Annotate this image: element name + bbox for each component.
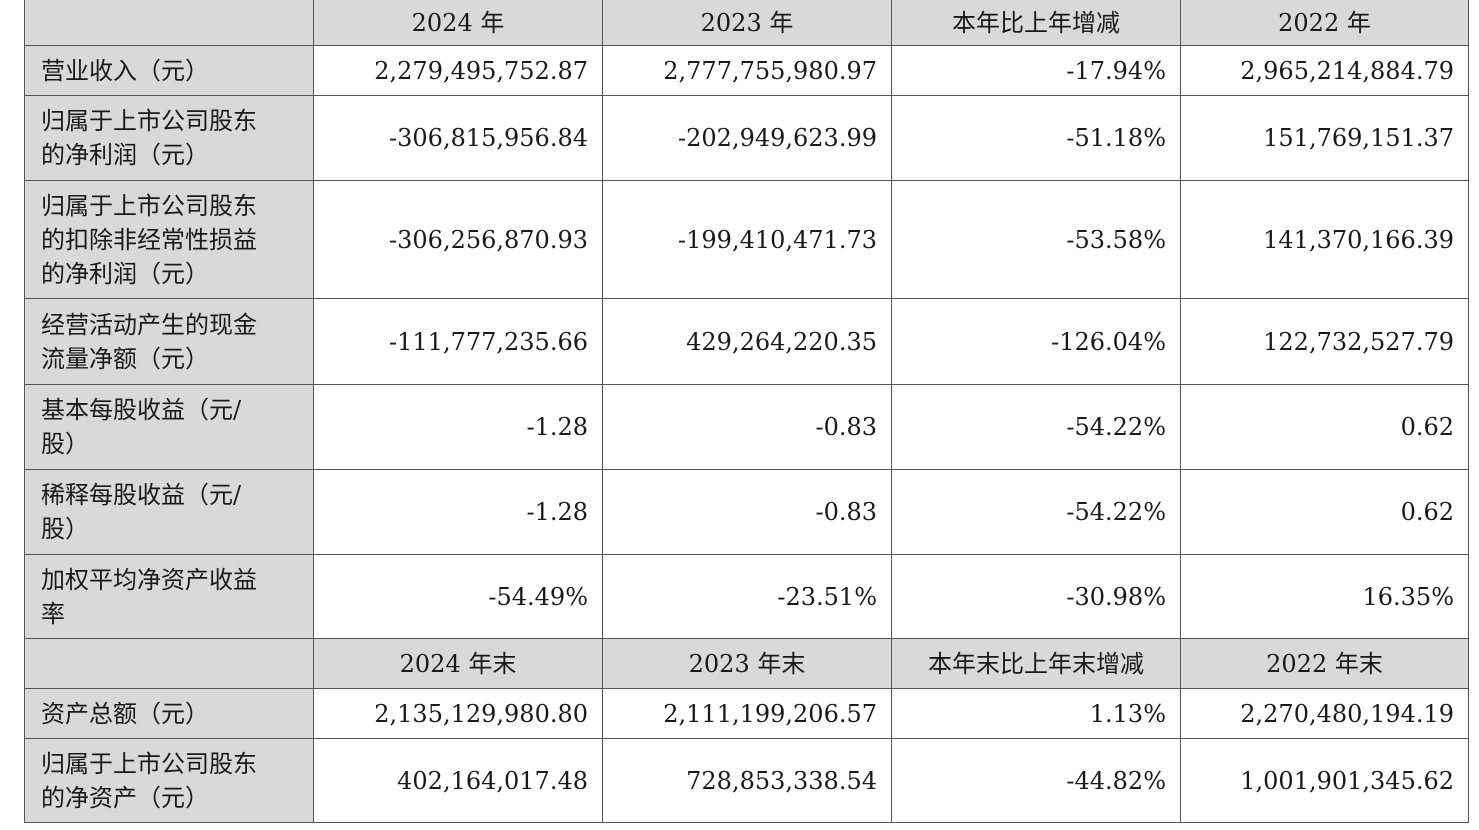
label-line: 归属于上市公司股东 [41, 191, 257, 220]
value-cell: -1.28 [313, 384, 603, 470]
label-line: 的扣除非经常性损益 [41, 225, 257, 254]
label-line: 的净利润（元） [41, 259, 209, 288]
label-line: 率 [41, 599, 65, 628]
label-line: 股） [41, 515, 89, 543]
value-cell: -1.28 [313, 469, 603, 555]
value-cell: -53.58% [891, 180, 1181, 299]
value-cell: 429,264,220.35 [602, 298, 892, 385]
value-cell: -306,815,956.84 [313, 95, 603, 181]
value-cell: 1.13% [891, 688, 1181, 739]
row-label: 稀释每股收益（元/股） [24, 469, 314, 555]
value-cell: -54.22% [891, 384, 1181, 470]
column-header: 本年比上年增减 [891, 0, 1181, 46]
value-cell: -0.83 [602, 384, 892, 470]
row-label: 营业收入（元） [24, 45, 314, 96]
column-header: 2023 年 [602, 0, 892, 46]
data-row: 资产总额（元） 2,135,129,980.80 2,111,199,206.57 1… [24, 688, 1469, 739]
value-cell: 2,111,199,206.57 [602, 688, 892, 739]
row-label: 资产总额（元） [24, 688, 314, 739]
value-cell: 16.35% [1180, 554, 1469, 639]
label-line: 营业收入（元） [41, 56, 209, 85]
value-cell: -306,256,870.93 [313, 180, 603, 299]
value-cell: 151,769,151.37 [1180, 95, 1469, 181]
column-header: 2022 年末 [1180, 638, 1469, 689]
data-row: 加权平均净资产收益率 -54.49% -23.51% -30.98% 16.35% [24, 554, 1469, 639]
table-body: 2024 年 2023 年本年比上年增减 2022 年营业收入（元） 2,279,49… [24, 0, 1469, 823]
column-header: 2024 年 [313, 0, 603, 46]
label-line: 经营活动产生的现金 [41, 310, 257, 339]
value-cell: -30.98% [891, 554, 1181, 639]
data-row: 营业收入（元） 2,279,495,752.87 2,777,755,980.97-… [24, 45, 1469, 96]
row-label: 归属于上市公司股东 的净利润（元） [24, 95, 314, 181]
value-cell: 2,279,495,752.87 [313, 45, 603, 96]
label-line: 的净资产（元） [41, 783, 209, 812]
value-cell: 2,135,129,980.80 [313, 688, 603, 739]
column-header: 2023 年末 [602, 638, 892, 689]
label-line: 归属于上市公司股东 [41, 749, 257, 778]
row-label [24, 0, 314, 46]
label-line: 的净利润（元） [41, 141, 209, 169]
row-label: 加权平均净资产收益率 [24, 554, 314, 639]
value-cell: 122,732,527.79 [1180, 298, 1469, 385]
row-label [24, 638, 314, 689]
label-line: 加权平均净资产收益 [41, 565, 257, 594]
data-row: 经营活动产生的现金 流量净额（元） -111,777,235.66 429,264,2… [24, 298, 1469, 385]
value-cell: -126.04% [891, 298, 1181, 385]
value-cell: -54.49% [313, 554, 603, 639]
column-header: 2022 年 [1180, 0, 1469, 46]
label-line: 流量净额（元） [41, 344, 209, 373]
header-row: 2024 年 2023 年本年比上年增减 2022 年 [24, 0, 1469, 46]
row-label: 归属于上市公司股东 的净资产（元） [24, 738, 314, 823]
value-cell: 2,777,755,980.97 [602, 45, 892, 96]
value-cell: 1,001,901,345.62 [1180, 738, 1469, 823]
value-cell: -23.51% [602, 554, 892, 639]
value-cell: -17.94% [891, 45, 1181, 96]
value-cell: 402,164,017.48 [313, 738, 603, 823]
data-row: 基本每股收益（元/股） -1.28 -0.83 -54.22% 0.62 [24, 384, 1469, 470]
value-cell: -0.83 [602, 469, 892, 555]
data-row: 归属于上市公司股东 的净资产（元） 402,164,017.48 728,853,33… [24, 738, 1469, 823]
label-line: 归属于上市公司股东 [41, 107, 257, 135]
value-cell: -51.18% [891, 95, 1181, 181]
data-row: 归属于上市公司股东 的扣除非经常性损益 的净利润（元） -306,256,870.93… [24, 180, 1469, 299]
data-row: 归属于上市公司股东 的净利润（元） -306,815,956.84 -202,949,… [24, 95, 1469, 181]
label-line: 资产总额（元） [41, 699, 209, 728]
column-header: 2024 年末 [313, 638, 603, 689]
value-cell: 728,853,338.54 [602, 738, 892, 823]
row-label: 经营活动产生的现金 流量净额（元） [24, 298, 314, 385]
value-cell: 2,270,480,194.19 [1180, 688, 1469, 739]
data-row: 稀释每股收益（元/股） -1.28 -0.83 -54.22% 0.62 [24, 469, 1469, 555]
value-cell: -199,410,471.73 [602, 180, 892, 299]
value-cell: -111,777,235.66 [313, 298, 603, 385]
value-cell: 0.62 [1180, 469, 1469, 555]
row-label: 归属于上市公司股东 的扣除非经常性损益 的净利润（元） [24, 180, 314, 299]
value-cell: 2,965,214,884.79 [1180, 45, 1469, 96]
row-label: 基本每股收益（元/股） [24, 384, 314, 470]
label-line: 稀释每股收益（元/ [41, 481, 242, 509]
label-line: 股） [41, 430, 89, 458]
label-line: 基本每股收益（元/ [41, 396, 242, 424]
value-cell: 141,370,166.39 [1180, 180, 1469, 299]
column-header: 本年末比上年末增减 [891, 638, 1181, 689]
value-cell: -202,949,623.99 [602, 95, 892, 181]
financial-table: 2024 年 2023 年本年比上年增减 2022 年营业收入（元） 2,279,49… [24, 0, 1469, 823]
value-cell: 0.62 [1180, 384, 1469, 470]
header-row: 2024 年末 2023 年末 本年末比上年末增减 2022 年末 [24, 638, 1469, 689]
value-cell: -44.82% [891, 738, 1181, 823]
value-cell: -54.22% [891, 469, 1181, 555]
